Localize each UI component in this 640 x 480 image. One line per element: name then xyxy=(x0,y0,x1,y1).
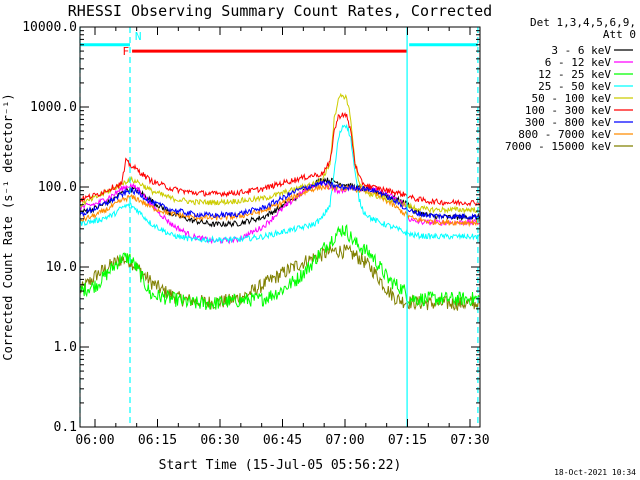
legend-label-3: 25 - 50 keV xyxy=(538,80,611,93)
legend-label-6: 300 - 800 keV xyxy=(525,116,611,129)
series-line-5 xyxy=(79,112,480,207)
y-tick-label-1: 1.0 xyxy=(54,340,77,355)
y-tick-label-5: 10000.0 xyxy=(22,20,77,35)
y-axis-label: Corrected Count Rate (s⁻¹ detector⁻¹) xyxy=(1,93,15,360)
plot-frame xyxy=(79,26,481,428)
series-line-3 xyxy=(79,123,480,245)
series-line-6 xyxy=(79,179,480,221)
annotation-marker-3: N xyxy=(135,30,142,43)
x-axis: 06:00 06:15 06:30 06:45 07:00 07:15 07:30 xyxy=(75,27,490,448)
y-tick-label-4: 1000.0 xyxy=(30,100,77,115)
series-line-7 xyxy=(79,183,480,228)
x-tick-label-0: 06:00 xyxy=(75,433,114,448)
y-tick-label-2: 10.0 xyxy=(46,260,77,275)
chart-title: RHESSI Observing Summary Count Rates, Co… xyxy=(68,2,492,20)
series-line-1 xyxy=(79,179,480,245)
legend-label-2: 12 - 25 keV xyxy=(538,68,611,81)
legend-label-0: 3 - 6 keV xyxy=(551,44,611,57)
legend-label-1: 6 - 12 keV xyxy=(545,56,612,69)
y-tick-label-0: 0.1 xyxy=(54,420,77,435)
x-tick-label-1: 06:15 xyxy=(138,433,177,448)
legend-header-detectors: Det 1,3,4,5,6,9, xyxy=(530,16,636,29)
x-tick-label-5: 07:15 xyxy=(388,433,427,448)
y-tick-label-3: 100.0 xyxy=(38,180,77,195)
x-tick-label-6: 07:30 xyxy=(450,433,489,448)
plot-area: FN xyxy=(79,27,480,427)
legend-label-7: 800 - 7000 keV xyxy=(518,128,611,141)
legend-label-5: 100 - 300 keV xyxy=(525,104,611,117)
series-line-4 xyxy=(79,92,480,215)
series-line-2 xyxy=(79,223,480,310)
legend-header-attenuator: Att 0 xyxy=(603,28,636,41)
x-tick-label-4: 07:00 xyxy=(325,433,364,448)
footer-timestamp: 18-Oct-2021 10:34 xyxy=(554,468,636,477)
annotation-label-1: F xyxy=(122,45,129,58)
x-tick-label-3: 06:45 xyxy=(263,433,302,448)
legend-label-8: 7000 - 15000 keV xyxy=(505,140,611,153)
x-axis-label: Start Time (15-Jul-05 05:56:22) xyxy=(159,458,402,473)
x-tick-label-2: 06:30 xyxy=(200,433,239,448)
legend-label-4: 50 - 100 keV xyxy=(532,92,612,105)
y-axis: 0.1 1.0 10.0 100.0 1000.0 10000.0 xyxy=(22,20,480,435)
